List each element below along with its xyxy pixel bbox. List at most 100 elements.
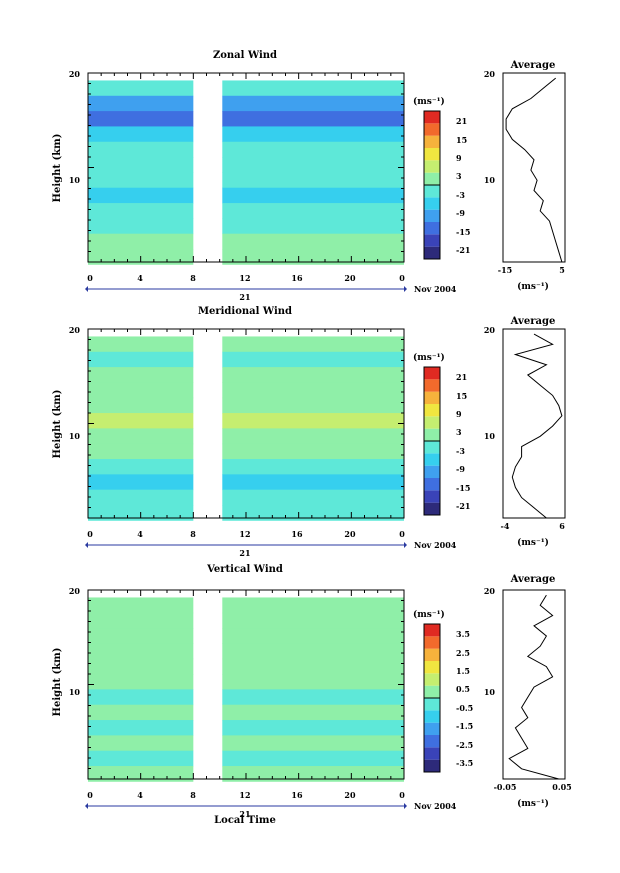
colorbar-swatch: [424, 246, 440, 259]
y-axis-label: Height (km): [52, 648, 63, 717]
colorbar-tick: -9: [456, 464, 465, 474]
heatmap-cell: [222, 658, 404, 675]
heatmap-cell: [88, 459, 194, 475]
avg-y-tick-label: 20: [484, 69, 496, 79]
panel-title: Meridional Wind: [198, 306, 292, 317]
avg-y-tick-label: 20: [484, 325, 496, 335]
colorbar-swatch: [424, 490, 440, 503]
colorbar-tick: -1.5: [456, 721, 473, 731]
colorbar-swatch: [424, 185, 440, 198]
colorbar-swatch: [424, 428, 440, 441]
average-frame: [502, 589, 566, 780]
average-profile: [505, 77, 563, 263]
colorbar-swatch: [424, 367, 440, 380]
average-profile: [508, 594, 559, 780]
x-tick-label: 16: [291, 790, 303, 800]
heatmap-cell: [222, 443, 404, 460]
heatmap-cell: [88, 382, 194, 399]
heatmap-cell: [88, 597, 194, 614]
colorbar-tick: -3.5: [456, 758, 473, 768]
colorbar-unit: (ms⁻¹): [413, 352, 445, 363]
y-axis-label: Height (km): [52, 390, 63, 459]
y-minor-ticks: [88, 328, 404, 519]
colorbar-swatch: [424, 710, 440, 723]
colorbar-swatch: [424, 148, 440, 161]
y-tick-label: 20: [69, 586, 81, 596]
colorbar-swatch: [424, 661, 440, 674]
heatmap-cell: [88, 233, 194, 250]
heatmap-cell: [222, 766, 404, 782]
x-tick-label: 0: [399, 529, 405, 539]
x-tick-label: 0: [399, 273, 405, 283]
x-tick-label: 0: [87, 790, 93, 800]
avg-x-tick-label: 5: [559, 265, 565, 275]
y-minor-ticks: [88, 72, 404, 263]
colorbar-tick: 21: [456, 116, 467, 126]
x-tick-label: 8: [190, 790, 196, 800]
x-tick-label: 12: [239, 273, 250, 283]
colorbar-swatch: [424, 379, 440, 392]
heatmap-cell: [88, 674, 194, 690]
avg-y-tick-label: 20: [484, 586, 496, 596]
y-tick-label: 10: [69, 431, 81, 441]
avg-x-tick-label: 6: [559, 521, 565, 531]
heatmap-cell: [222, 126, 404, 143]
colorbar-tick: -0.5: [456, 703, 473, 713]
heatmap: [88, 336, 404, 521]
heatmap-cell: [88, 443, 194, 460]
heatmap-cell: [88, 367, 194, 383]
colorbar-swatch: [424, 416, 440, 429]
colorbar-swatch: [424, 197, 440, 210]
heatmap-cell: [88, 126, 194, 143]
heatmap-cell: [222, 172, 404, 189]
colorbar-tick: 3.5: [456, 629, 470, 639]
heatmap-cell: [222, 249, 404, 265]
colorbar-swatch: [424, 673, 440, 686]
heatmap-cell: [88, 735, 194, 752]
heatmap-cell: [88, 203, 194, 219]
colorbar-swatch: [424, 722, 440, 735]
colorbar-tick: 15: [456, 135, 467, 145]
heatmap-cell: [222, 428, 404, 445]
colorbar-tick: 9: [456, 409, 462, 419]
heatmap-cell: [222, 735, 404, 752]
colorbar-swatch: [424, 391, 440, 404]
x-tick-label: 12: [239, 529, 250, 539]
month-label: Nov 2004: [414, 284, 457, 294]
colorbar-swatch: [424, 759, 440, 772]
x-tick-label: 0: [399, 790, 405, 800]
heatmap-cell: [222, 187, 404, 204]
heatmap-cell: [88, 628, 194, 644]
heatmap-cell: [88, 658, 194, 675]
date-axis: [85, 803, 407, 809]
y-tick-label: 10: [69, 175, 81, 185]
average-title: Average: [510, 60, 556, 71]
heatmap-cell: [88, 413, 194, 429]
heatmap-cell: [88, 474, 194, 491]
x-tick-label: 4: [137, 273, 143, 283]
panel-vertical: Vertical Wind 20 10 Height (km) 0 4 8 12…: [52, 564, 572, 826]
colorbar-swatch: [424, 624, 440, 637]
x-tick-label: 8: [190, 273, 196, 283]
y-tick-label: 20: [69, 69, 81, 79]
heatmap-cell: [88, 218, 194, 235]
colorbar-swatch: [424, 648, 440, 661]
heatmap-cell: [88, 428, 194, 445]
colorbar-tick: 3: [456, 427, 462, 437]
heatmap-cell: [222, 459, 404, 475]
date-axis: [85, 286, 407, 292]
average-frame: [502, 72, 566, 263]
colorbar-swatch: [424, 441, 440, 454]
colorbar-swatch: [424, 123, 440, 136]
heatmap-cell: [222, 750, 404, 767]
colorbar-swatch: [424, 160, 440, 173]
heatmap-cell: [222, 218, 404, 235]
heatmap-cell: [222, 689, 404, 706]
avg-x-tick-label: -0.05: [494, 782, 517, 792]
heatmap-cell: [88, 351, 194, 368]
heatmap-cell: [222, 111, 404, 127]
colorbar: [423, 110, 441, 260]
heatmap-cell: [88, 187, 194, 204]
colorbar-swatch: [424, 685, 440, 698]
